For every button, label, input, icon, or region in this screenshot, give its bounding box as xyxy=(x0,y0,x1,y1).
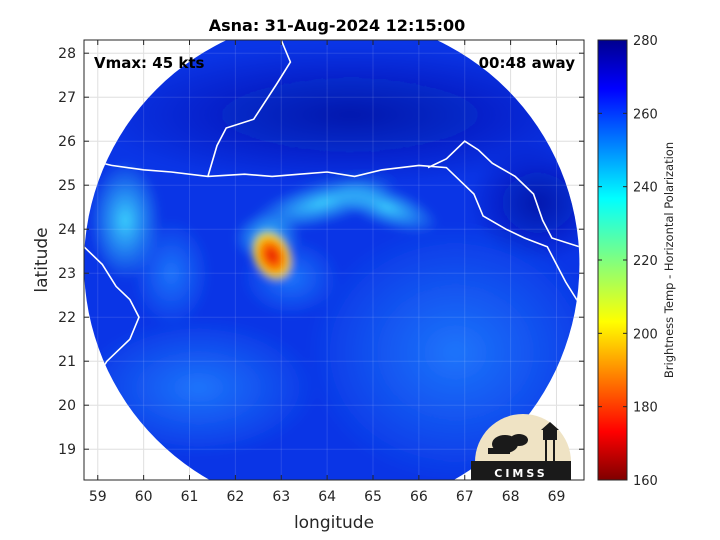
x-axis-ticks: 59 60 61 62 63 64 65 66 67 68 69 xyxy=(89,40,566,505)
x-tick-label: 65 xyxy=(364,489,382,505)
eyewall xyxy=(250,229,294,282)
y-tick-label: 28 xyxy=(58,46,76,62)
grid-lines-overlay xyxy=(84,40,584,480)
axes-frame xyxy=(83,39,585,481)
x-tick-label: 62 xyxy=(226,489,244,505)
y-tick-label: 20 xyxy=(58,398,76,414)
y-tick-label: 27 xyxy=(58,90,76,106)
coastal-band xyxy=(334,180,439,234)
logo-text: CIMSS xyxy=(494,467,547,480)
colorbar-tick-label: 180 xyxy=(633,401,658,416)
chart-title: Asna: 31-Aug-2024 12:15:00 xyxy=(209,16,466,35)
x-tick-label: 69 xyxy=(548,489,566,505)
x-tick-label: 68 xyxy=(502,489,520,505)
vmax-annotation: Vmax: 45 kts xyxy=(94,54,204,72)
coastline-0 xyxy=(84,158,580,310)
x-tick-label: 63 xyxy=(272,489,290,505)
colorbar-tick-label: 280 xyxy=(633,34,658,49)
x-tick-label: 61 xyxy=(181,489,199,505)
colorbar-tick-label: 200 xyxy=(633,327,658,342)
y-axis-label: latitude xyxy=(32,227,52,292)
heatmap-swath xyxy=(84,40,580,480)
y-tick-label: 21 xyxy=(58,354,76,370)
x-tick-label: 67 xyxy=(456,489,474,505)
colorbar-scale xyxy=(597,39,628,481)
western-band-inner xyxy=(131,218,212,329)
coastline-2 xyxy=(207,40,292,177)
x-tick-label: 59 xyxy=(89,489,107,505)
x-tick-label: 60 xyxy=(135,489,153,505)
y-tick-label: 26 xyxy=(58,134,76,150)
colorbar-tick-label: 160 xyxy=(633,474,658,489)
cimss-logo: CIMSS xyxy=(471,414,571,480)
colorbar-tick-label: 260 xyxy=(633,107,658,122)
colorbar-label: Brightness Temp - Horizontal Polarizatio… xyxy=(662,142,676,378)
x-tick-label: 64 xyxy=(318,489,336,505)
y-tick-label: 25 xyxy=(58,178,76,194)
colorbar-ticks: 160 180 200 220 240 260 280 xyxy=(598,34,658,489)
colorbar: 160 180 200 220 240 260 280 Brightness Temp - … xyxy=(597,34,676,489)
colorbar-tick-label: 240 xyxy=(633,181,658,196)
swath-features xyxy=(84,44,580,480)
land-cold-region xyxy=(90,44,580,185)
x-axis-label: longitude xyxy=(294,513,374,533)
coastline-3 xyxy=(427,140,580,248)
colorbar-tick-label: 220 xyxy=(633,254,658,269)
time-away-annotation: 00:48 away xyxy=(479,54,576,72)
x-tick-label: 66 xyxy=(410,489,428,505)
y-tick-label: 19 xyxy=(58,442,76,458)
y-tick-label: 22 xyxy=(58,310,76,326)
y-tick-label: 23 xyxy=(58,266,76,282)
y-axis-ticks: 19 20 21 22 23 24 25 26 27 28 xyxy=(58,46,584,458)
y-tick-label: 24 xyxy=(58,222,76,238)
